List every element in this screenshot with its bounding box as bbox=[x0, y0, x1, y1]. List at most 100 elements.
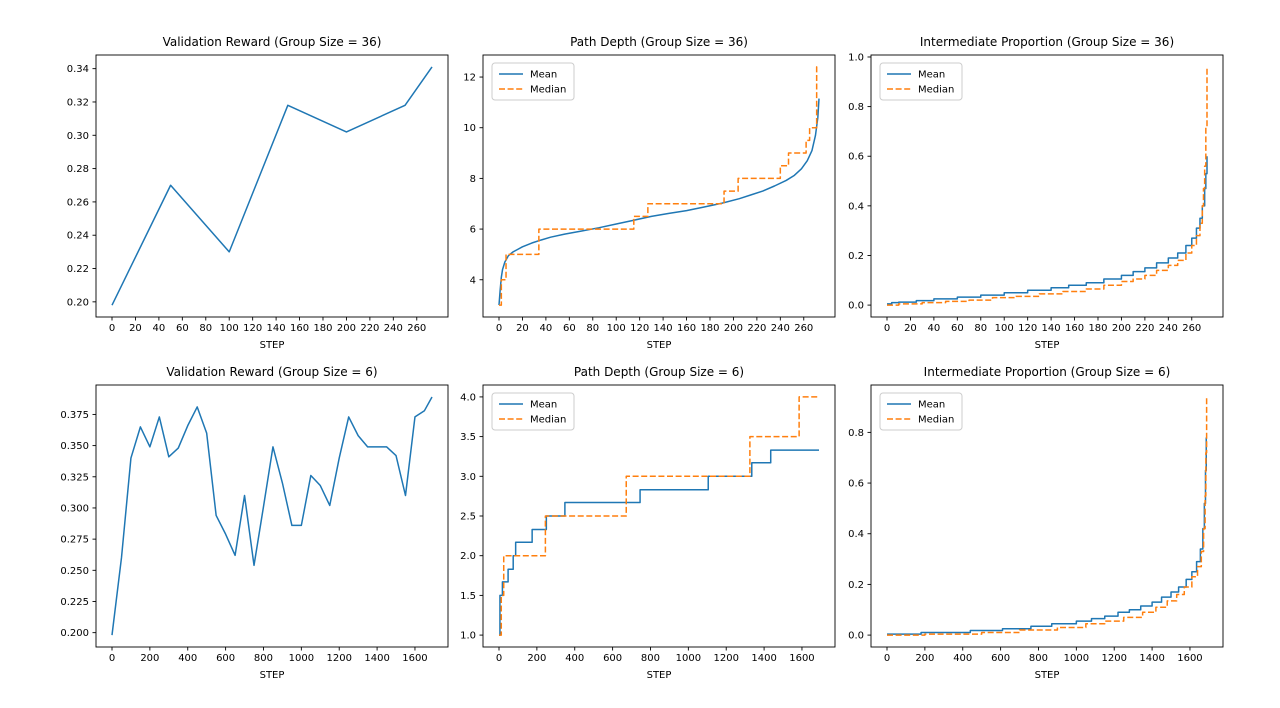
y-tick-label: 0.250 bbox=[60, 566, 89, 577]
plot-path-depth-gs36: 0 20 40 60 80 100 120 140 160 180 200 220 240 260 4 6 8 1… bbox=[463, 35, 836, 351]
x-tick-label: 240 bbox=[1159, 323, 1178, 334]
x-tick-label: 600 bbox=[216, 653, 235, 664]
y-tick-label: 0.200 bbox=[60, 628, 89, 639]
x-tick-label: 1400 bbox=[751, 653, 776, 664]
y-tick-label: 0.8 bbox=[848, 102, 864, 113]
y-tick-label: 0.34 bbox=[67, 64, 89, 75]
axes-spines bbox=[870, 54, 1224, 318]
x-tick-label: 1400 bbox=[1139, 653, 1164, 664]
legend-label-mean: Mean bbox=[918, 400, 945, 411]
y-tick-label: 0.300 bbox=[60, 503, 89, 514]
y-tick-label: 0.28 bbox=[67, 164, 89, 175]
y-tick-label: 0.26 bbox=[67, 197, 89, 208]
legend: Mean Median bbox=[879, 62, 963, 101]
y-tick-label: 4 bbox=[470, 275, 476, 286]
x-tick-label: 1000 bbox=[1064, 653, 1089, 664]
y-tick-label: 2.0 bbox=[460, 551, 476, 562]
y-tick-label: 0.6 bbox=[848, 152, 864, 163]
y-tick-label: 0.30 bbox=[67, 131, 89, 142]
x-tick-label: 80 bbox=[199, 323, 212, 334]
x-tick-label: 200 bbox=[724, 323, 743, 334]
x-tick-label: 1600 bbox=[1177, 653, 1202, 664]
legend-label-mean: Mean bbox=[530, 70, 557, 81]
x-tick-label: 0 bbox=[496, 323, 502, 334]
y-tick-label: 0.325 bbox=[60, 472, 89, 483]
chart-title: Path Depth (Group Size = 36) bbox=[570, 35, 748, 49]
y-tick-label: 0.24 bbox=[67, 231, 89, 242]
x-tick-label: 200 bbox=[915, 653, 934, 664]
y-tick-label: 0.350 bbox=[60, 441, 89, 452]
y-tick-label: 12 bbox=[463, 73, 476, 84]
x-tick-label: 140 bbox=[1042, 323, 1061, 334]
series-line-median bbox=[499, 396, 819, 636]
x-tick-label: 180 bbox=[313, 323, 332, 334]
y-tick-label: 0.20 bbox=[67, 297, 89, 308]
plot-intermediate-proportion-gs36: 0 20 40 60 80 100 120 140 160 180 200 220 240 260 0.0 0… bbox=[848, 35, 1224, 351]
x-tick-label: 600 bbox=[991, 653, 1010, 664]
x-tick-label: 20 bbox=[516, 323, 529, 334]
plot-validation-reward-gs6: 0 200 400 600 800 1000 1200 1400 1600 0.200 0.225 0… bbox=[60, 365, 449, 681]
legend-label-median: Median bbox=[530, 415, 566, 426]
x-tick-label: 140 bbox=[267, 323, 286, 334]
x-tick-label: 240 bbox=[384, 323, 403, 334]
x-tick-label: 80 bbox=[586, 323, 599, 334]
y-tick-label: 1.5 bbox=[460, 591, 476, 602]
y-tick-label: 1.0 bbox=[848, 52, 864, 63]
x-tick-label: 0 bbox=[109, 323, 115, 334]
x-tick-label: 60 bbox=[176, 323, 189, 334]
x-tick-label: 200 bbox=[337, 323, 356, 334]
y-tick-label: 4.0 bbox=[460, 392, 476, 403]
x-tick-label: 0 bbox=[884, 653, 890, 664]
y-tick-label: 0.0 bbox=[848, 301, 864, 312]
x-tick-label: 160 bbox=[290, 323, 309, 334]
x-tick-label: 800 bbox=[1029, 653, 1048, 664]
x-tick-label: 100 bbox=[607, 323, 626, 334]
plot-validation-reward-gs36: 0 20 40 60 80 100 120 140 160 180 200 220 240 260 0.20… bbox=[67, 35, 449, 351]
x-tick-label: 140 bbox=[654, 323, 673, 334]
legend-label-median: Median bbox=[530, 85, 566, 96]
x-tick-label: 1400 bbox=[364, 653, 389, 664]
x-tick-label: 1200 bbox=[326, 653, 351, 664]
series-line-mean bbox=[498, 98, 820, 306]
x-tick-label: 400 bbox=[178, 653, 197, 664]
legend-frame bbox=[879, 62, 963, 101]
x-axis-label: STEP bbox=[1035, 340, 1060, 351]
x-tick-label: 180 bbox=[700, 323, 719, 334]
y-tick-label: 3.5 bbox=[460, 432, 476, 443]
chart-title: Intermediate Proportion (Group Size = 6) bbox=[924, 365, 1171, 379]
y-tick-label: 0.32 bbox=[67, 97, 89, 108]
x-axis-label: STEP bbox=[647, 670, 672, 681]
y-tick-label: 2.5 bbox=[460, 512, 476, 523]
y-tick-label: 0.2 bbox=[848, 580, 864, 591]
x-tick-label: 80 bbox=[974, 323, 987, 334]
y-tick-label: 0.225 bbox=[60, 597, 89, 608]
legend: Mean Median bbox=[879, 392, 963, 431]
y-tick-label: 0.2 bbox=[848, 251, 864, 262]
x-axis-label: STEP bbox=[260, 670, 285, 681]
chart-title: Path Depth (Group Size = 6) bbox=[574, 365, 744, 379]
x-tick-label: 60 bbox=[563, 323, 576, 334]
legend-label-median: Median bbox=[918, 415, 954, 426]
x-tick-label: 1600 bbox=[402, 653, 427, 664]
y-tick-label: 0.4 bbox=[848, 201, 864, 212]
legend: Mean Median bbox=[491, 392, 575, 431]
x-axis-label: STEP bbox=[647, 340, 672, 351]
x-tick-label: 600 bbox=[603, 653, 622, 664]
y-tick-label: 0.4 bbox=[848, 529, 864, 540]
x-tick-label: 100 bbox=[220, 323, 239, 334]
x-tick-label: 160 bbox=[677, 323, 696, 334]
x-tick-label: 0 bbox=[496, 653, 502, 664]
y-tick-label: 0.22 bbox=[67, 264, 89, 275]
x-tick-label: 400 bbox=[565, 653, 584, 664]
x-tick-label: 1000 bbox=[676, 653, 701, 664]
chart-title: Validation Reward (Group Size = 36) bbox=[163, 35, 382, 49]
x-tick-label: 40 bbox=[540, 323, 553, 334]
y-tick-label: 0.275 bbox=[60, 535, 89, 546]
series-line-mean bbox=[887, 437, 1207, 635]
x-tick-label: 200 bbox=[140, 653, 159, 664]
y-tick-label: 6 bbox=[470, 225, 476, 236]
x-tick-label: 260 bbox=[1182, 323, 1201, 334]
x-tick-label: 1600 bbox=[789, 653, 814, 664]
legend-label-median: Median bbox=[918, 85, 954, 96]
y-tick-label: 0.375 bbox=[60, 410, 89, 421]
